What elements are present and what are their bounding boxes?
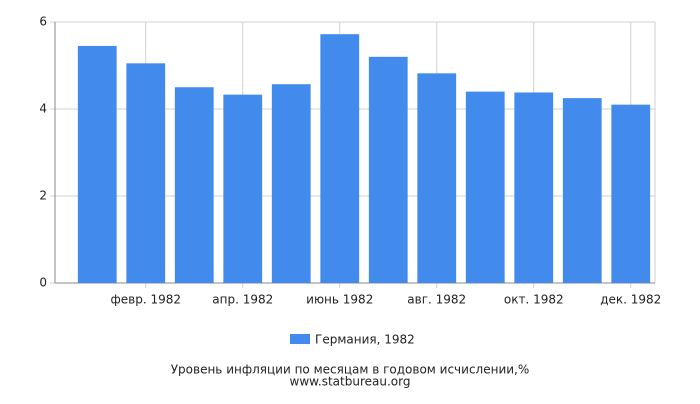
bar [271, 84, 311, 283]
y-tick-label: 2 [39, 189, 47, 203]
y-tick-label: 4 [39, 102, 47, 116]
bar [417, 73, 457, 283]
bar [174, 87, 214, 283]
x-tick-label: окт. 1982 [504, 293, 564, 307]
chart-title: Уровень инфляции по месяцам в годовом ис… [171, 363, 530, 377]
chart-source: www.statbureau.org [290, 375, 411, 389]
bar [611, 104, 651, 284]
bar [223, 94, 263, 284]
bar [514, 92, 554, 283]
bar [77, 45, 117, 283]
legend-label: Германия, 1982 [315, 333, 415, 347]
bar [368, 56, 408, 283]
bar [320, 34, 360, 284]
legend-swatch [290, 334, 310, 344]
bar [562, 98, 602, 283]
y-tick-label: 6 [39, 15, 47, 29]
x-tick-label: июнь 1982 [306, 293, 373, 307]
x-tick-label: авг. 1982 [407, 293, 466, 307]
y-tick-label: 0 [39, 276, 47, 290]
x-tick-label: апр. 1982 [212, 293, 273, 307]
bar [126, 63, 166, 284]
x-tick-label: дек. 1982 [600, 293, 661, 307]
x-tick-label: февр. 1982 [111, 293, 182, 307]
bar [465, 91, 505, 283]
